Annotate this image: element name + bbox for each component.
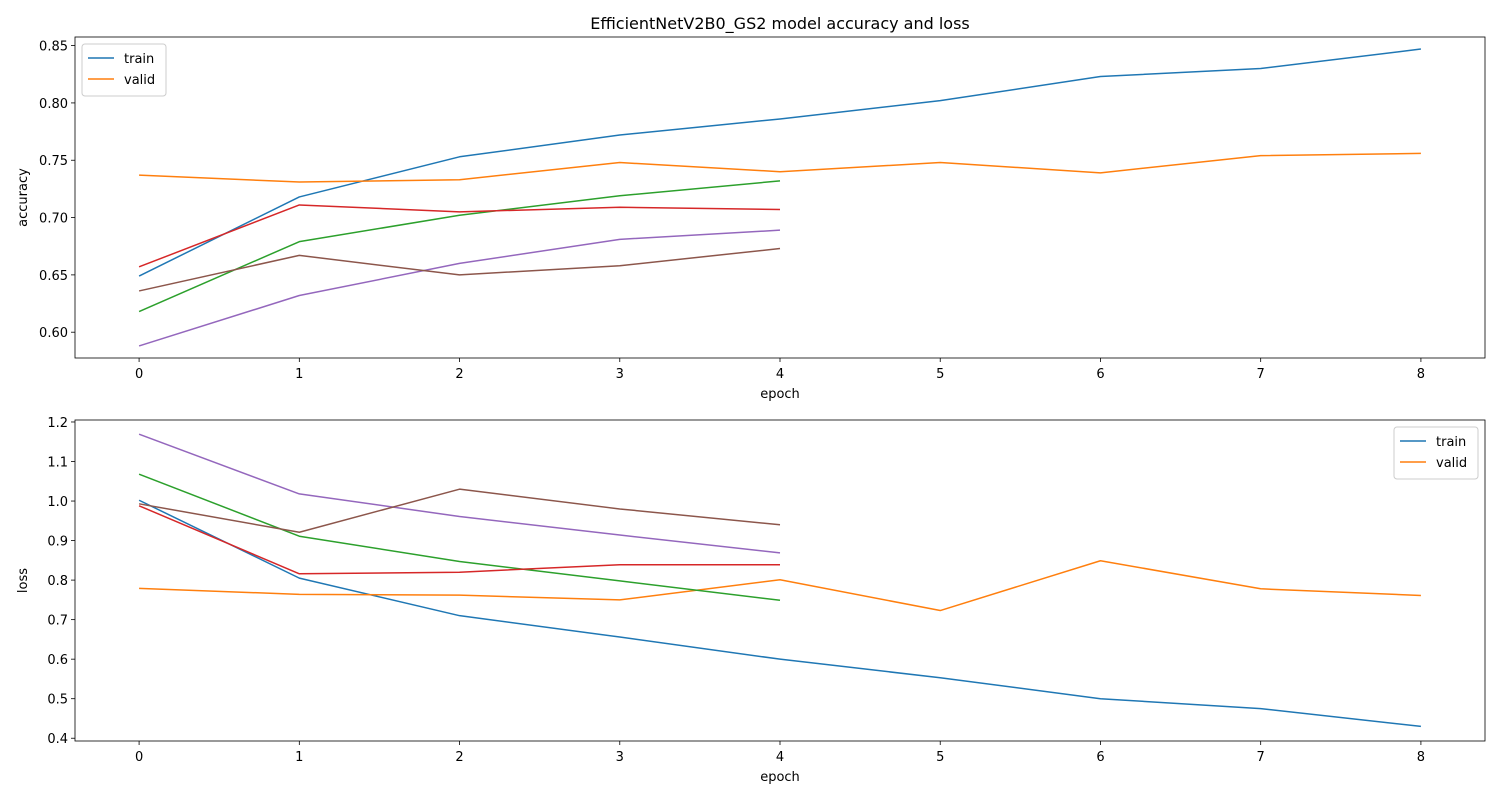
figure-title: EfficientNetV2B0_GS2 model accuracy and … — [590, 14, 970, 34]
loss-x-tick-label: 7 — [1257, 750, 1265, 765]
loss-y-tick-label: 0.9 — [47, 535, 68, 550]
accuracy-series-valid-line — [139, 152, 1421, 183]
loss-y-tick-label: 0.8 — [47, 574, 68, 589]
loss-series-run-2-line — [138, 473, 781, 602]
accuracy-series-run-2-line — [138, 180, 781, 313]
loss-x-tick-label: 6 — [1096, 750, 1104, 765]
accuracy-legend-label-valid: valid — [124, 73, 155, 88]
accuracy-x-tick-label: 6 — [1096, 367, 1104, 382]
loss-x-tick-label: 0 — [135, 750, 143, 765]
loss-axes-frame — [74, 419, 1486, 742]
loss-series-valid-line — [139, 559, 1421, 612]
accuracy-y-tick-label: 0.65 — [39, 269, 68, 284]
accuracy-x-tick-label: 2 — [455, 367, 463, 382]
loss-x-tick-label: 8 — [1417, 750, 1425, 765]
loss-legend-box — [1393, 426, 1479, 480]
accuracy-y-tick-label: 0.70 — [39, 212, 68, 227]
loss-y-tick-label: 0.6 — [47, 653, 68, 668]
accuracy-x-tick-label: 4 — [776, 367, 784, 382]
accuracy-x-tick-label: 8 — [1417, 367, 1425, 382]
loss-y-axis-label: loss — [16, 568, 31, 593]
accuracy-series-train-line — [138, 48, 1422, 277]
accuracy-axes-frame — [74, 36, 1486, 359]
loss-y-tick-label: 0.7 — [47, 614, 68, 629]
accuracy-y-tick-label: 0.80 — [39, 97, 68, 112]
loss-x-tick-label: 5 — [936, 750, 944, 765]
accuracy-legend-label-train: train — [124, 52, 154, 67]
accuracy-series-run-3-line — [138, 204, 781, 268]
loss-x-tick-label: 3 — [616, 750, 624, 765]
accuracy-x-tick-label: 0 — [135, 367, 143, 382]
loss-x-tick-label: 2 — [455, 750, 463, 765]
accuracy-series-run-4-line — [138, 229, 781, 347]
accuracy-y-tick-label: 0.60 — [39, 326, 68, 341]
accuracy-x-tick-label: 5 — [936, 367, 944, 382]
loss-x-axis-label: epoch — [760, 770, 800, 785]
loss-legend-label-valid: valid — [1436, 456, 1467, 471]
accuracy-x-tick-label: 7 — [1257, 367, 1265, 382]
loss-series-run-4-line — [138, 433, 781, 554]
loss-y-tick-label: 1.1 — [47, 456, 68, 471]
loss-subplot: 0 1 2 3 4 5 6 7 8 0.4 0.5 0.6 0.7 0.8 0.9 1.0 1.1 1.2 epoc… — [16, 416, 1486, 785]
accuracy-x-axis-label: epoch — [760, 387, 800, 402]
loss-x-tick-label: 4 — [776, 750, 784, 765]
accuracy-y-tick-label: 0.75 — [39, 154, 68, 169]
loss-series-run-5-line — [138, 488, 781, 534]
accuracy-legend-box — [81, 43, 167, 97]
loss-y-tick-label: 1.0 — [47, 495, 68, 510]
loss-series-run-3-line — [138, 505, 780, 575]
accuracy-y-tick-label: 0.85 — [39, 40, 68, 55]
accuracy-y-axis-label: accuracy — [16, 168, 31, 227]
accuracy-subplot: 0 1 2 3 4 5 6 7 8 0.60 0.65 0.70 0.75 0.80 0.85 epoch ac… — [16, 36, 1486, 402]
loss-series-train-line — [138, 499, 1421, 728]
accuracy-x-tick-label: 3 — [616, 367, 624, 382]
accuracy-x-tick-label: 1 — [295, 367, 303, 382]
loss-legend-label-train: train — [1436, 435, 1466, 450]
loss-x-tick-label: 1 — [295, 750, 303, 765]
loss-y-tick-label: 0.4 — [47, 732, 68, 747]
accuracy-series-run-5-line — [138, 247, 781, 292]
loss-y-tick-label: 1.2 — [47, 416, 68, 431]
loss-y-tick-label: 0.5 — [47, 693, 68, 708]
